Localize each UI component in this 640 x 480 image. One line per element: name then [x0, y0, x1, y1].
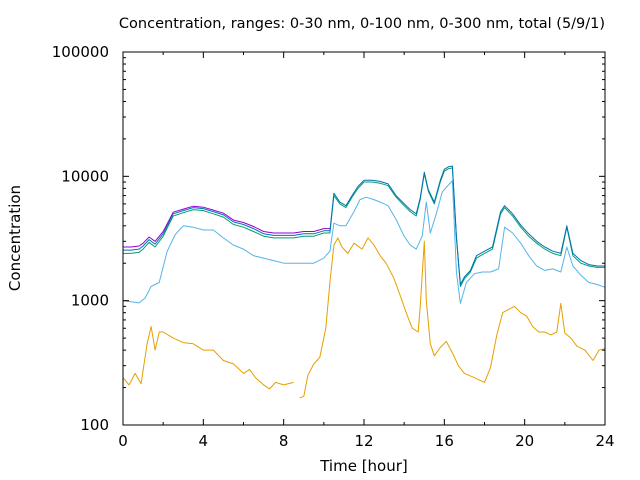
- series-line-1: [122, 237, 606, 399]
- x-tick-label: 24: [595, 432, 614, 450]
- series-line-5: [123, 205, 330, 248]
- x-tick-label: 20: [515, 432, 534, 450]
- x-tick-label: 0: [118, 432, 128, 450]
- x-axis: 0 4 8 12 16 20 24: [118, 52, 615, 450]
- x-tick-label: 16: [435, 432, 454, 450]
- y-axis: 100 1000 10000 100000: [52, 43, 605, 434]
- x-tick-label: 4: [199, 432, 209, 450]
- series-line-4: [123, 165, 605, 285]
- series-line-3: [123, 167, 605, 287]
- y-tick-label: 100: [80, 416, 109, 434]
- series-layer: [122, 165, 606, 399]
- y-axis-label: Concentration: [6, 185, 24, 291]
- x-tick-label: 12: [354, 432, 373, 450]
- plot-frame: [122, 51, 606, 426]
- x-tick-label: 8: [279, 432, 289, 450]
- chart-title: Concentration, ranges: 0-30 nm, 0-100 nm…: [119, 16, 605, 32]
- y-tick-label: 10000: [61, 167, 109, 185]
- series-line-2: [122, 180, 606, 304]
- y-tick-label: 100000: [52, 43, 109, 61]
- x-axis-label: Time [hour]: [319, 457, 408, 475]
- y-tick-label: 1000: [71, 292, 109, 310]
